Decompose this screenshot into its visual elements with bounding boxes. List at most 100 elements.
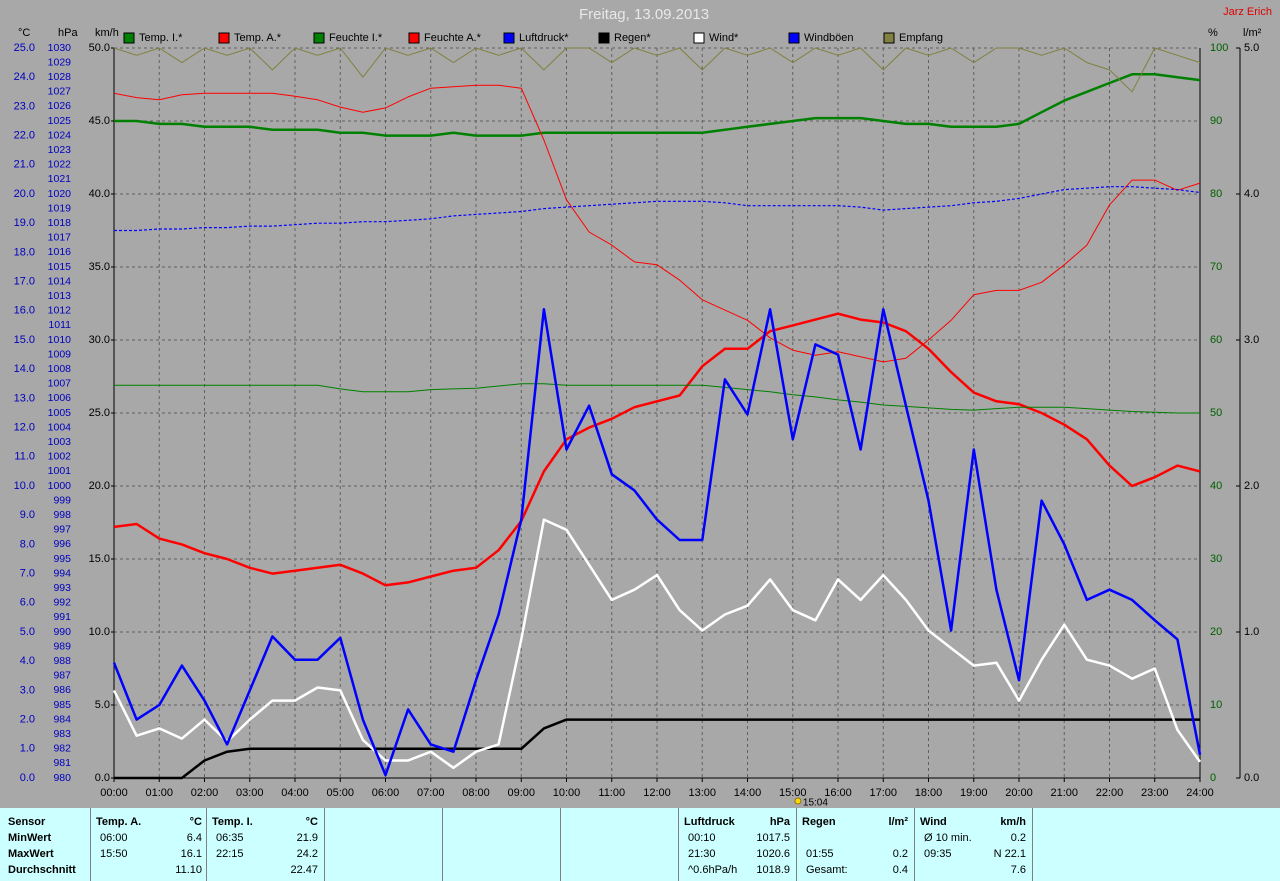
panel-title: Temp. A. (96, 816, 142, 828)
y-tick-label: 35.0 (89, 261, 110, 273)
y-tick-label: 30 (1210, 553, 1222, 565)
separator (442, 808, 443, 881)
y-tick-label: 70 (1210, 261, 1222, 273)
x-tick-label: 17:00 (869, 787, 897, 799)
y-tick-label: 22.0 (14, 130, 35, 142)
y-tick-label: 1000 (48, 480, 72, 492)
y-tick-label: 1002 (48, 451, 72, 463)
y-tick-label: 983 (53, 728, 71, 740)
y-tick-label: 21.0 (14, 159, 35, 171)
series-line (112, 308, 1202, 777)
y-tick-label: 7.0 (20, 568, 35, 580)
y-tick-label: 1014 (48, 275, 72, 287)
row-value: 1018.9 (756, 864, 790, 876)
panel-title: Luftdruck (684, 816, 735, 828)
y-tick-label: 1012 (48, 305, 72, 317)
y-tick-label: 11.0 (14, 451, 35, 463)
row-value: 11.10 (175, 864, 202, 876)
x-tick-label: 19:00 (960, 787, 988, 799)
y-tick-label: 1030 (48, 42, 72, 54)
y-tick-label: 80 (1210, 188, 1222, 200)
y-tick-label: 1016 (48, 246, 72, 258)
axis-title: km/h (95, 27, 119, 39)
x-tick-label: 16:00 (824, 787, 852, 799)
annotation: 15:04 (803, 798, 828, 808)
y-tick-label: 40.0 (89, 188, 110, 200)
row-value: 16.1 (180, 848, 202, 860)
row-value: 24.2 (296, 848, 318, 860)
series-line (114, 383, 1200, 414)
y-tick-label: 15.0 (14, 334, 35, 346)
legend-swatch (218, 32, 230, 44)
legend-swatch (693, 32, 705, 44)
y-tick-label: 50.0 (89, 42, 110, 54)
y-tick-label: 50 (1210, 407, 1222, 419)
y-tick-label: 993 (53, 582, 71, 594)
y-tick-label: 3.0 (1244, 334, 1259, 346)
x-tick-label: 10:00 (553, 787, 581, 799)
x-tick-label: 15:00 (779, 787, 807, 799)
x-tick-label: 00:00 (100, 787, 128, 799)
separator (914, 808, 915, 881)
y-tick-label: 984 (53, 713, 71, 725)
y-tick-label: 14.0 (14, 363, 35, 375)
row-time: 01:55 (806, 848, 834, 860)
y-tick-label: 990 (53, 626, 71, 638)
y-tick-label: 1005 (48, 407, 72, 419)
panel-unit: l/m² (888, 816, 908, 828)
y-tick-label: 0.0 (1244, 772, 1259, 784)
row-time: 15:50 (100, 848, 128, 860)
row-time: 06:00 (100, 832, 128, 844)
sun-icon (794, 797, 802, 805)
y-tick-label: 20.0 (89, 480, 110, 492)
separator (206, 808, 207, 881)
y-tick-label: 1008 (48, 363, 72, 375)
separator (796, 808, 797, 881)
series-line (112, 518, 1202, 770)
y-tick-label: 989 (53, 640, 71, 652)
series-line (114, 718, 1200, 780)
row-time: 09:35 (924, 848, 952, 860)
legend-label: Luftdruck* (519, 32, 569, 44)
panel-unit: hPa (769, 816, 790, 828)
y-tick-label: 1013 (48, 290, 72, 302)
y-tick-label: 1027 (48, 86, 72, 98)
row-value: 21.9 (296, 832, 318, 844)
row-value: 0.2 (892, 848, 908, 860)
series-line (113, 47, 1201, 93)
x-tick-label: 01:00 (145, 787, 173, 799)
axis-title: hPa (58, 27, 78, 39)
panel-unit: °C (305, 816, 318, 828)
y-tick-label: 2.0 (20, 714, 35, 726)
y-tick-label: 1011 (48, 319, 71, 331)
y-tick-label: 23.0 (14, 100, 35, 112)
x-tick-label: 07:00 (417, 787, 445, 799)
panel-title: Regen (802, 816, 836, 828)
y-tick-label: 15.0 (89, 553, 110, 565)
y-tick-label: 1003 (48, 436, 72, 448)
y-tick-label: 999 (53, 494, 71, 506)
legend-swatch (598, 32, 610, 44)
panel-title: Temp. I. (212, 816, 253, 828)
y-tick-label: 988 (53, 655, 71, 667)
x-tick-label: 13:00 (688, 787, 716, 799)
panel-title: Wind (920, 816, 947, 828)
y-tick-label: 3.0 (20, 684, 35, 696)
y-tick-label: 1021 (48, 173, 72, 185)
legend-swatch (408, 32, 420, 44)
row-value: 7.6 (1010, 864, 1026, 876)
author: Jarz Erich (1223, 6, 1272, 18)
axis-title: l/m² (1243, 27, 1262, 39)
legend-swatch (503, 32, 515, 44)
y-tick-label: 1009 (48, 348, 72, 360)
y-tick-label: 1004 (48, 421, 72, 433)
legend-label: Temp. A.* (234, 32, 282, 44)
legend-label: Windböen (804, 32, 854, 44)
separator (560, 808, 561, 881)
y-tick-label: 45.0 (89, 115, 110, 127)
y-tick-label: 5.0 (95, 699, 110, 711)
y-tick-label: 25.0 (89, 407, 110, 419)
y-tick-label: 24.0 (14, 71, 35, 83)
row-time: ^0.6hPa/h (688, 864, 738, 876)
